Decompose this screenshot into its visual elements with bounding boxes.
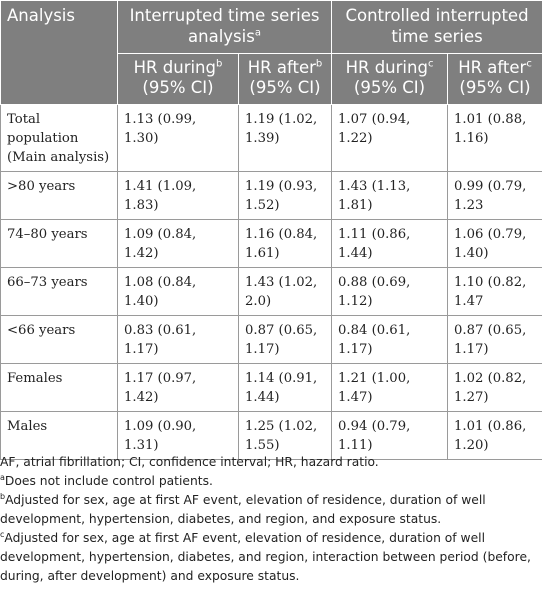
cell-cits-during: 0.94 (0.79, 1.11) [331, 411, 449, 460]
footnote-c-mark: c [0, 529, 5, 539]
cell-cits-after: 1.02 (0.82, 1.27) [447, 363, 542, 412]
footnote-b-mark: b [0, 491, 6, 501]
cell-cits-after: 1.01 (0.86, 1.20) [447, 411, 542, 460]
footnote-mark-c: c [427, 58, 434, 70]
header-its-hr-during: HR duringb (95% CI) [117, 53, 239, 105]
footnote-c: cAdjusted for sex, age at first AF event… [0, 529, 540, 586]
ci-label: (95% CI) [249, 78, 321, 97]
footnote-b: bAdjusted for sex, age at first AF event… [0, 491, 540, 529]
footnote-a: aDoes not include control patients. [0, 472, 540, 491]
row-label: 74–80 years [0, 219, 118, 268]
cell-its-after: 1.25 (1.02, 1.55) [237, 411, 333, 460]
table-row: >80 years 1.41 (1.09, 1.83) 1.19 (0.93, … [0, 171, 542, 220]
cell-its-during: 0.83 (0.61, 1.17) [117, 315, 239, 364]
ci-label: (95% CI) [142, 78, 214, 97]
hr-after-label: HR after [247, 58, 316, 77]
footnote-c-text: Adjusted for sex, age at first AF event,… [0, 531, 531, 583]
header-analysis: Analysis [0, 0, 118, 105]
cell-its-during: 1.13 (0.99, 1.30) [117, 104, 239, 172]
hr-during-label: HR during [345, 58, 428, 77]
header-cits-group: Controlled interrupted time series [331, 0, 542, 54]
cell-its-during: 1.08 (0.84, 1.40) [117, 267, 239, 316]
ci-label: (95% CI) [353, 78, 426, 97]
cell-cits-during: 0.84 (0.61, 1.17) [331, 315, 449, 364]
cell-cits-during: 1.43 (1.13, 1.81) [331, 171, 449, 220]
footnote-mark-b: b [315, 58, 323, 70]
table-row: 66–73 years 1.08 (0.84, 1.40) 1.43 (1.02… [0, 267, 542, 316]
table-row: <66 years 0.83 (0.61, 1.17) 0.87 (0.65, … [0, 315, 542, 364]
cell-its-after: 0.87 (0.65, 1.17) [237, 315, 333, 364]
cell-its-after: 1.19 (0.93, 1.52) [237, 171, 333, 220]
footnote-mark-b: b [216, 58, 223, 70]
header-cits-hr-during: HR duringc (95% CI) [331, 53, 449, 105]
row-label: Females [0, 363, 118, 412]
results-table: Analysis Interrupted time series analysi… [0, 0, 542, 460]
row-label: 66–73 years [0, 267, 118, 316]
cell-its-after: 1.43 (1.02, 2.0) [237, 267, 333, 316]
ci-label: (95% CI) [459, 78, 531, 97]
cell-cits-during: 1.07 (0.94, 1.22) [331, 104, 449, 172]
cell-cits-during: 1.21 (1.00, 1.47) [331, 363, 449, 412]
header-its-label: Interrupted time series analysis [129, 6, 320, 46]
header-its-hr-after: HR afterb (95% CI) [237, 53, 333, 105]
cell-its-during: 1.17 (0.97, 1.42) [117, 363, 239, 412]
cell-cits-after: 1.01 (0.88, 1.16) [447, 104, 542, 172]
cell-its-after: 1.16 (0.84, 1.61) [237, 219, 333, 268]
table-header: Analysis Interrupted time series analysi… [0, 0, 542, 105]
cell-cits-after: 1.10 (0.82, 1.47 [447, 267, 542, 316]
footnote-b-text: Adjusted for sex, age at first AF event,… [0, 493, 486, 526]
row-label: Total population (Main analysis) [0, 104, 118, 172]
cell-cits-after: 0.87 (0.65, 1.17) [447, 315, 542, 364]
footnote-mark-a: a [254, 27, 261, 39]
footnote-a-mark: a [0, 472, 5, 482]
row-label: >80 years [0, 171, 118, 220]
table-row: 74–80 years 1.09 (0.84, 1.42) 1.16 (0.84… [0, 219, 542, 268]
footnote-a-text: Does not include control patients. [4, 474, 213, 488]
cell-cits-during: 0.88 (0.69, 1.12) [331, 267, 449, 316]
cell-its-during: 1.41 (1.09, 1.83) [117, 171, 239, 220]
table-row: Females 1.17 (0.97, 1.42) 1.14 (0.91, 1.… [0, 363, 542, 412]
footnote-mark-c: c [526, 58, 532, 70]
row-label: Males [0, 411, 118, 460]
row-label: <66 years [0, 315, 118, 364]
table-body: Total population (Main analysis) 1.13 (0… [0, 104, 542, 460]
hr-after-label: HR after [458, 58, 527, 77]
hr-during-label: HR during [133, 58, 216, 77]
cell-cits-after: 1.06 (0.79, 1.40) [447, 219, 542, 268]
header-cits-hr-after: HR afterc (95% CI) [447, 53, 542, 105]
table-row: Total population (Main analysis) 1.13 (0… [0, 104, 542, 172]
table-footnotes: AF, atrial fibrillation; CI, confidence … [0, 453, 540, 586]
cell-cits-during: 1.11 (0.86, 1.44) [331, 219, 449, 268]
footnote-abbreviations: AF, atrial fibrillation; CI, confidence … [0, 455, 379, 469]
cell-cits-after: 0.99 (0.79, 1.23 [447, 171, 542, 220]
cell-its-during: 1.09 (0.84, 1.42) [117, 219, 239, 268]
cell-its-during: 1.09 (0.90, 1.31) [117, 411, 239, 460]
cell-its-after: 1.19 (1.02, 1.39) [237, 104, 333, 172]
table-row: Males 1.09 (0.90, 1.31) 1.25 (1.02, 1.55… [0, 411, 542, 460]
header-its-group: Interrupted time series analysisa [116, 0, 333, 54]
cell-its-after: 1.14 (0.91, 1.44) [237, 363, 333, 412]
